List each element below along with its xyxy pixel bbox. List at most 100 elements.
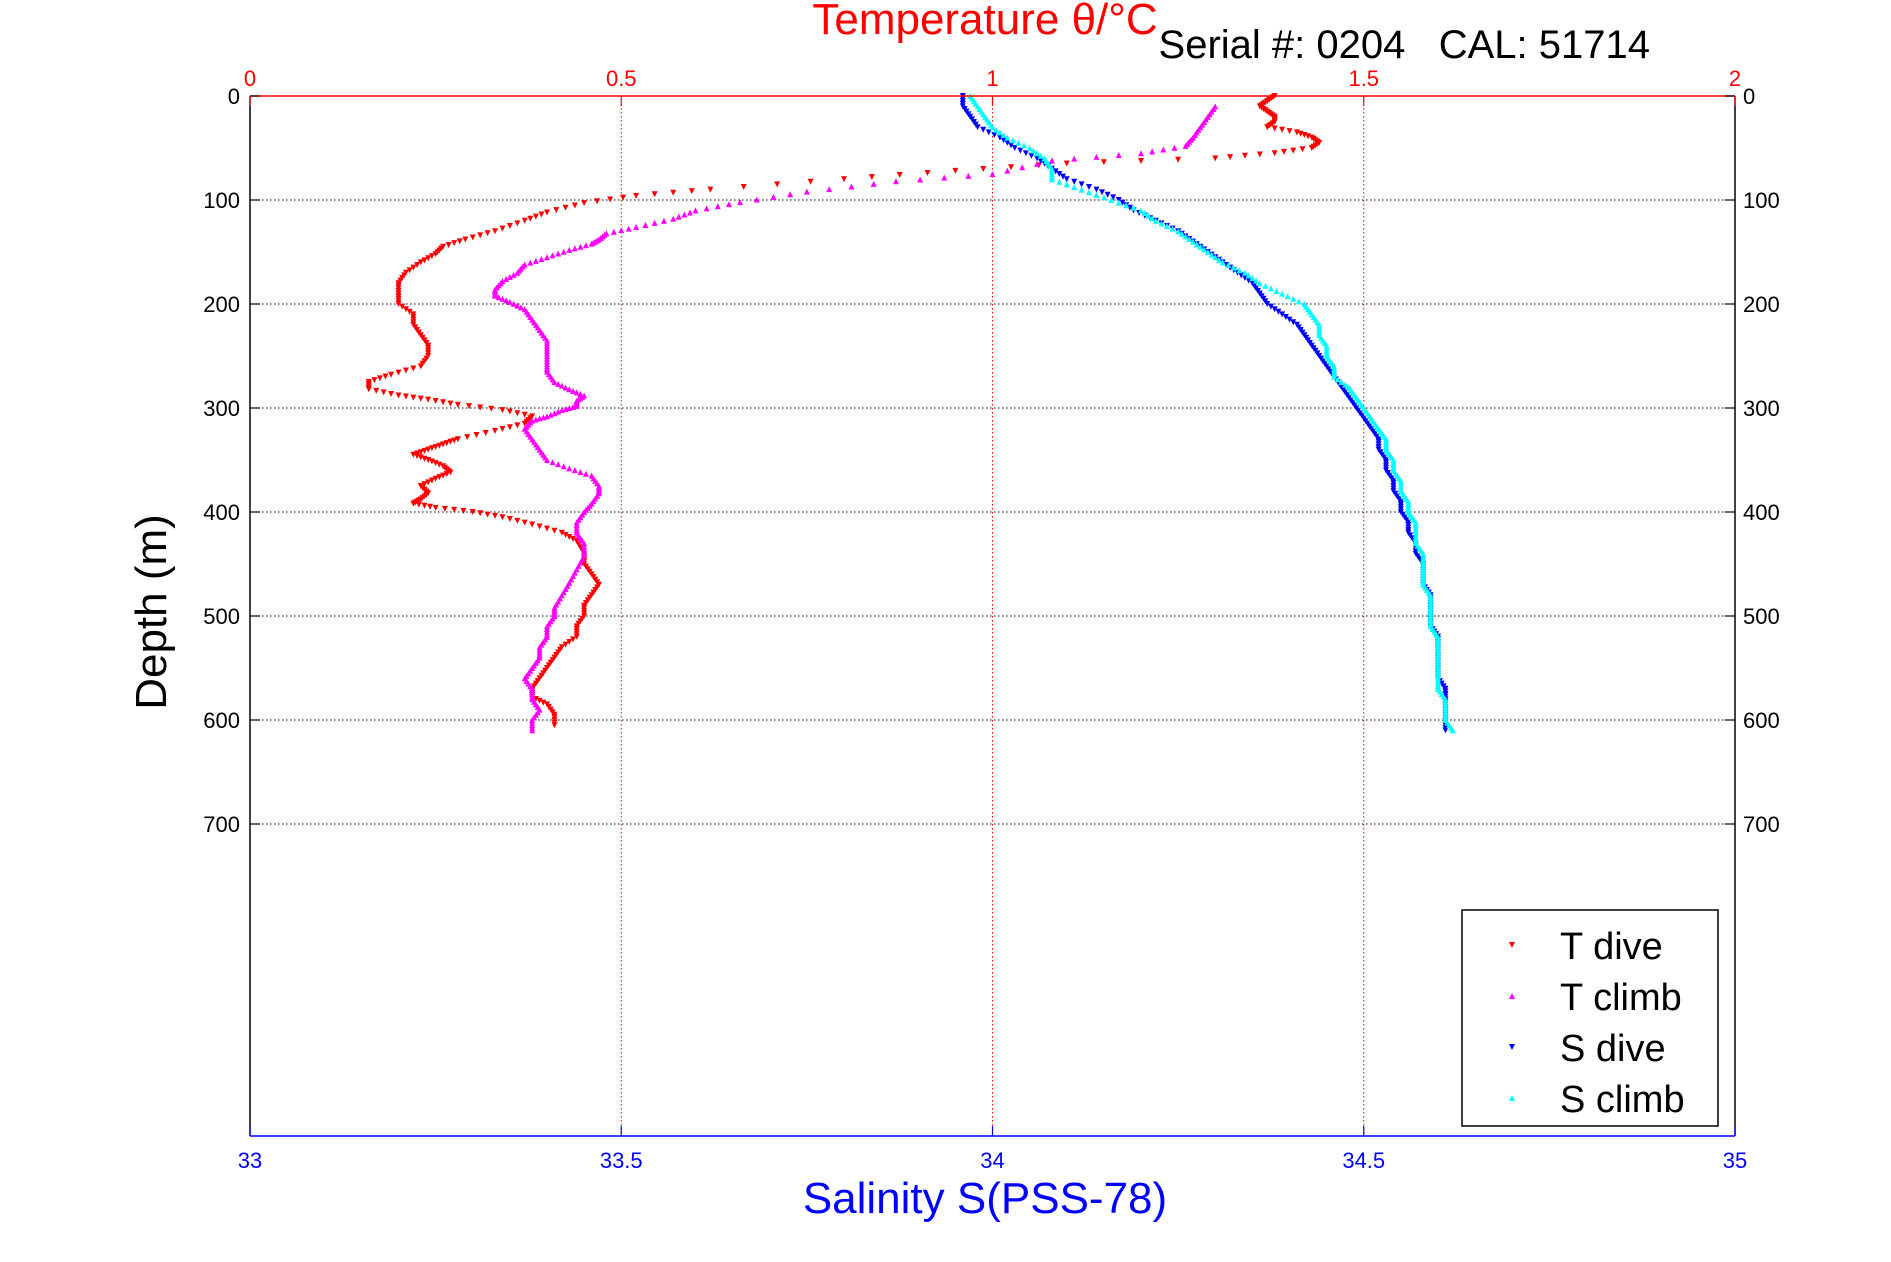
data-point-s-climb [1186, 236, 1193, 242]
data-point-t-dive [514, 410, 521, 417]
temperature-tick-label: 0.5 [606, 66, 637, 91]
data-point-s-climb [1189, 238, 1196, 245]
data-point-t-climb [549, 252, 556, 259]
depth-tick-label-right: 100 [1743, 188, 1780, 213]
depth-tick-label-left: 500 [203, 604, 240, 629]
data-point-t-climb [848, 183, 855, 190]
data-point-t-dive [388, 371, 395, 378]
data-point-t-dive [1227, 154, 1234, 161]
data-point-t-dive [365, 386, 372, 393]
data-point-t-dive [371, 377, 378, 384]
data-point-t-dive [443, 471, 450, 478]
data-point-t-climb [1034, 160, 1041, 167]
data-point-s-climb [1342, 381, 1349, 388]
data-point-t-climb [770, 193, 777, 200]
data-point-s-climb [1021, 142, 1028, 149]
data-point-s-climb [1334, 376, 1341, 383]
data-point-t-dive [924, 169, 931, 176]
data-point-s-dive [1271, 306, 1278, 313]
data-point-t-dive [514, 422, 521, 429]
legend-label-s-climb: S climb [1560, 1079, 1685, 1121]
data-point-t-dive [1175, 156, 1182, 163]
data-point-t-climb [681, 211, 688, 218]
data-point-t-dive [464, 434, 471, 441]
data-point-s-dive [1275, 308, 1282, 315]
data-point-t-climb [544, 457, 550, 463]
data-point-t-dive [441, 505, 448, 512]
data-point-t-dive [466, 403, 473, 410]
data-point-s-climb [1026, 145, 1033, 151]
data-point-t-climb [506, 298, 513, 305]
data-point-s-climb [1236, 267, 1243, 274]
data-point-t-dive [432, 460, 439, 467]
data-point-t-climb [547, 411, 554, 418]
data-point-t-dive [469, 234, 476, 241]
data-point-t-dive [551, 527, 558, 534]
data-point-t-dive [382, 373, 389, 380]
data-point-t-dive [473, 432, 480, 439]
plot-area [365, 93, 1456, 734]
depth-tick-label-right: 600 [1743, 708, 1780, 733]
salinity-tick-label: 35 [1723, 1148, 1747, 1173]
data-point-t-climb [571, 245, 578, 252]
data-point-t-dive [841, 176, 847, 183]
depth-tick-label-left: 100 [203, 188, 240, 213]
data-point-s-dive [1110, 194, 1117, 201]
data-point-s-dive [1126, 204, 1133, 211]
data-point-t-dive [514, 517, 521, 524]
data-point-s-climb [1338, 379, 1345, 385]
data-point-s-dive [980, 126, 987, 133]
data-point-t-climb [558, 407, 565, 414]
depth-tick-label-left: 200 [203, 292, 240, 317]
salinity-tick-label: 33.5 [600, 1148, 643, 1173]
data-point-t-dive [402, 393, 409, 400]
data-point-t-climb [514, 269, 521, 276]
legend-marker-t-climb [1509, 993, 1515, 999]
data-point-t-dive [462, 236, 469, 243]
data-point-t-climb [573, 402, 580, 409]
legend-label-t-dive: T dive [1560, 926, 1663, 968]
data-point-t-climb [965, 172, 972, 179]
data-point-t-dive [566, 533, 573, 540]
data-point-t-dive [607, 196, 614, 203]
data-point-s-dive [1442, 727, 1449, 734]
data-point-t-dive [521, 420, 528, 427]
data-point-s-dive [985, 129, 992, 136]
data-point-t-dive [499, 426, 506, 433]
data-point-t-dive [406, 308, 413, 315]
depth-tick-label-left: 0 [228, 84, 240, 109]
data-point-t-climb [1149, 148, 1156, 155]
data-point-s-climb [1253, 277, 1260, 284]
data-point-t-dive [506, 516, 513, 523]
data-point-s-climb [1100, 194, 1107, 201]
data-point-t-dive [417, 363, 424, 370]
data-point-s-climb [1034, 150, 1041, 157]
data-point-t-climb [618, 227, 625, 234]
data-point-t-dive [451, 506, 458, 513]
data-point-s-climb [1273, 288, 1280, 294]
data-point-t-dive [562, 531, 569, 538]
data-point-t-dive [620, 194, 627, 201]
data-point-s-climb [1149, 215, 1156, 222]
depth-tick-label-right: 500 [1743, 604, 1780, 629]
data-point-s-climb [1063, 181, 1070, 188]
data-point-t-climb [581, 540, 588, 547]
data-point-t-dive [1100, 159, 1107, 166]
data-point-s-climb [1295, 298, 1302, 305]
series-s-climb [967, 93, 1456, 734]
data-point-t-dive [536, 523, 543, 530]
data-point-t-dive [1256, 151, 1263, 158]
data-point-s-dive [1282, 314, 1289, 320]
data-point-t-climb [514, 302, 521, 309]
data-point-t-climb [560, 248, 567, 255]
data-point-t-climb [633, 224, 640, 231]
data-point-t-climb [532, 416, 539, 423]
data-point-t-dive [410, 500, 417, 507]
data-point-s-climb [1086, 189, 1093, 196]
data-point-s-climb [1000, 132, 1007, 138]
data-point-t-dive [440, 472, 447, 479]
data-point-t-dive [432, 504, 439, 511]
data-point-s-climb [1048, 176, 1055, 183]
temperature-tick-label: 0 [244, 66, 256, 91]
data-point-t-climb [1115, 152, 1122, 159]
